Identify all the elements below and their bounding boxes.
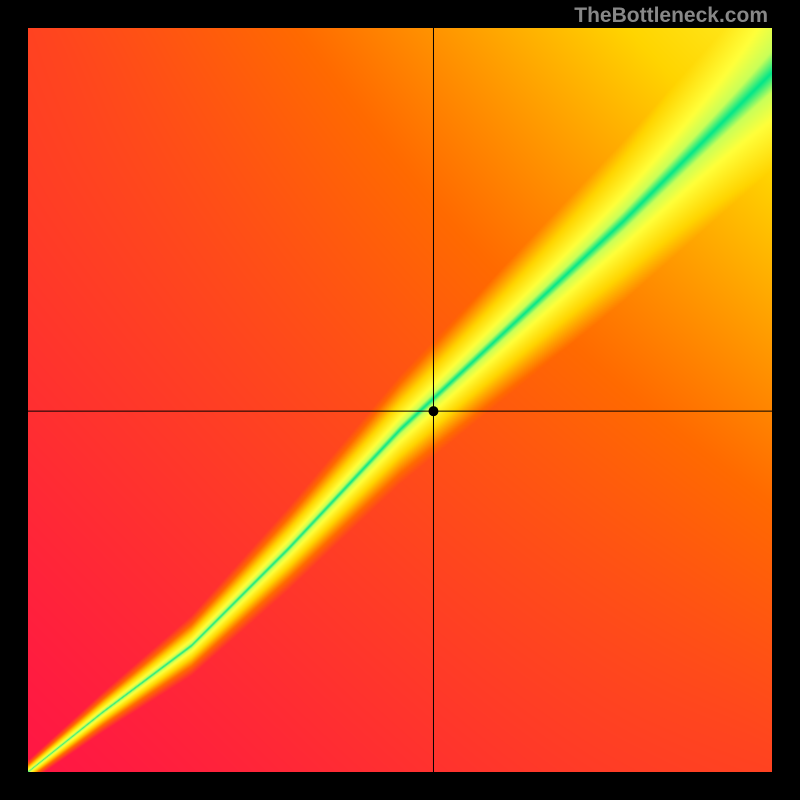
plot-area: [28, 28, 772, 772]
chart-container: { "watermark": { "text": "TheBottleneck.…: [0, 0, 800, 800]
heatmap-canvas: [28, 28, 772, 772]
watermark-text: TheBottleneck.com: [574, 4, 768, 28]
